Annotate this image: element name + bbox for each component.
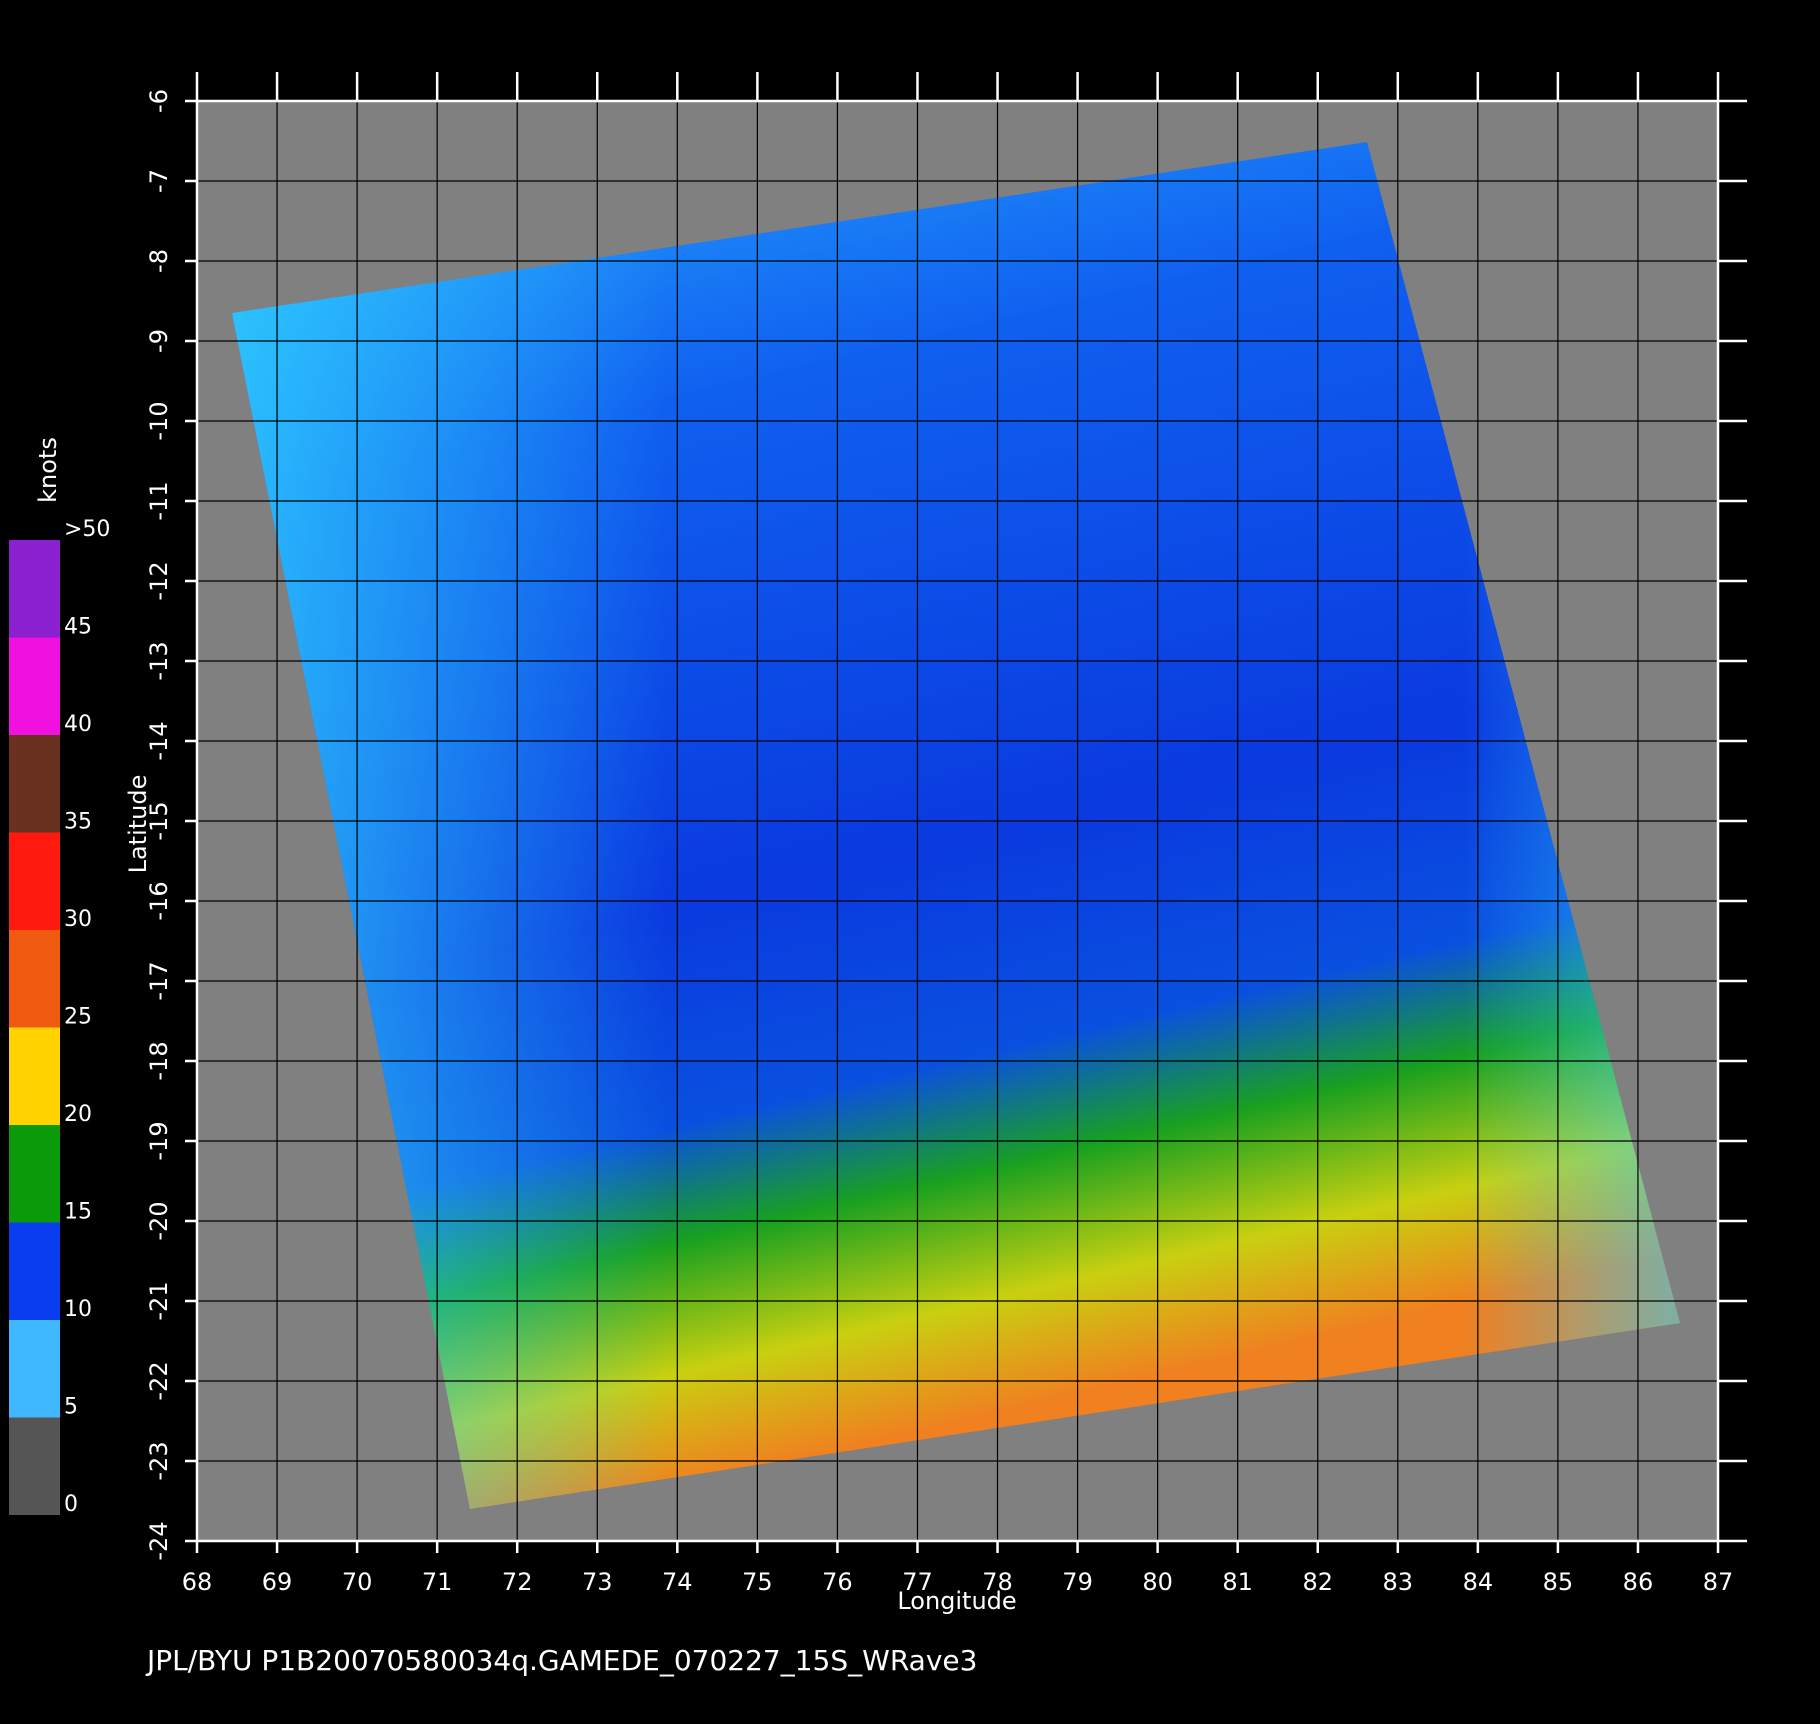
x-tick-label: 70 [342,1568,373,1596]
y-tick-label: -24 [145,1521,173,1560]
colorbar-segment [9,832,60,930]
y-tick-label: -8 [145,249,173,273]
colorbar-tick-label: >50 [64,517,110,542]
colorbar-segment [9,1027,60,1125]
x-tick-label: 85 [1543,1568,1574,1596]
colorbar-tick-label: 10 [64,1297,92,1322]
y-tick-label: -6 [145,89,173,113]
colorbar-tick-label: 35 [64,810,92,835]
y-tick-label: -21 [145,1281,173,1320]
x-tick-label: 80 [1142,1568,1173,1596]
colorbar-tick-label: 25 [64,1005,92,1030]
colorbar-segment [9,540,60,638]
x-tick-label: 86 [1623,1568,1654,1596]
x-tick-label: 69 [262,1568,293,1596]
colorbar-tick-label: 30 [64,907,92,932]
x-tick-label: 76 [822,1568,853,1596]
colorbar-tick-label: 20 [64,1102,92,1127]
x-tick-label: 71 [422,1568,453,1596]
colorbar-segment [9,1417,60,1515]
x-tick-label: 79 [1062,1568,1093,1596]
colorbar-segment [9,1125,60,1223]
y-tick-label: -20 [145,1201,173,1240]
y-tick-label: -10 [145,401,173,440]
y-tick-label: -16 [145,881,173,920]
y-tick-label: -18 [145,1041,173,1080]
x-tick-label: 74 [662,1568,693,1596]
colorbar-label: knots [34,437,62,503]
x-tick-label: 72 [502,1568,533,1596]
x-axis-label: Longitude [897,1587,1016,1615]
colorbar-tick-label: 40 [64,712,92,737]
y-axis-label: Latitude [124,775,152,874]
footer: JPL/BYU P1B20070580034q.GAMEDE_070227_15… [145,1644,977,1677]
y-tick-label: -12 [145,561,173,600]
colorbar-segment [9,735,60,833]
colorbar-tick-label: 0 [64,1492,78,1517]
x-tick-label: 82 [1302,1568,1333,1596]
x-tick-label: 78 [982,1568,1013,1596]
x-tick-label: 75 [742,1568,773,1596]
colorbar-tick-label: 15 [64,1200,92,1225]
plot-frame [195,99,1720,1543]
x-tick-label: 81 [1222,1568,1253,1596]
x-tick-label: 84 [1463,1568,1494,1596]
colorbar-segment [9,1320,60,1418]
y-tick-label: -23 [145,1441,173,1480]
colorbar-segment [9,1222,60,1320]
y-tick-label: -15 [145,801,173,840]
y-tick-label: -7 [145,169,173,193]
y-tick-label: -11 [145,481,173,520]
y-tick-label: -19 [145,1121,173,1160]
x-tick-label: 87 [1703,1568,1734,1596]
y-tick-label: -22 [145,1361,173,1400]
colorbar-tick-label: 5 [64,1395,78,1420]
x-tick-label: 83 [1383,1568,1414,1596]
colorbar-segment [9,637,60,735]
y-tick-label: -14 [145,721,173,760]
y-tick-label: -17 [145,961,173,1000]
x-tick-label: 77 [902,1568,933,1596]
x-tick-label: 73 [582,1568,613,1596]
colorbar-tick-label: 45 [64,615,92,640]
y-tick-label: -13 [145,641,173,680]
y-tick-label: -9 [145,329,173,353]
colorbar-segment [9,930,60,1028]
x-tick-label: 68 [182,1568,213,1596]
